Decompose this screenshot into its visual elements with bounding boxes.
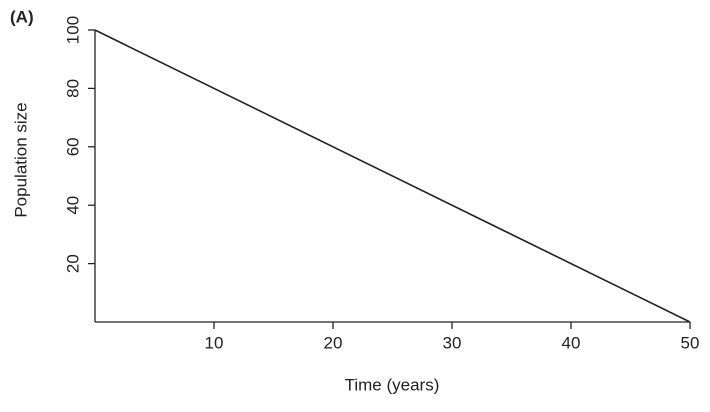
y-tick-label: 80 [63, 79, 82, 98]
x-tick-label: 50 [681, 333, 700, 352]
y-tick-label: 20 [63, 254, 82, 273]
data-line [94, 29, 691, 323]
x-tick-label: 30 [443, 333, 462, 352]
y-tick-label: 100 [63, 16, 82, 44]
x-axis-label: Time (years) [345, 375, 440, 394]
panel-label: (A) [10, 7, 34, 26]
y-axis-label: Population size [11, 102, 30, 217]
x-tick-label: 40 [562, 333, 581, 352]
x-tick-label: 20 [324, 333, 343, 352]
x-tick-label: 10 [205, 333, 224, 352]
y-tick-label: 60 [63, 137, 82, 156]
y-tick-label: 40 [63, 196, 82, 215]
